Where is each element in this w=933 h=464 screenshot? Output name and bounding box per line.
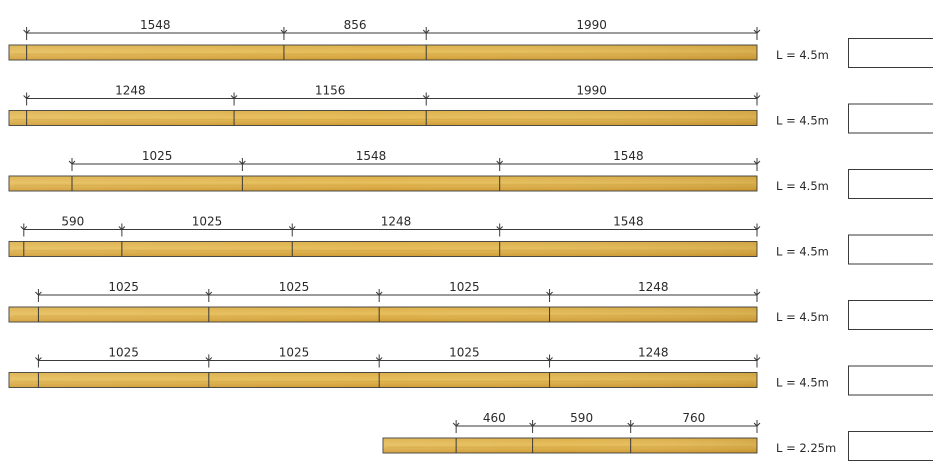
board-row: 1025 1548 1548 L = 4.5m xyxy=(8,149,933,199)
board-row: 590 1025 1248 1548 L = 4.5m xyxy=(8,215,933,265)
segment-length-label: 1248 xyxy=(638,346,669,360)
dimension-tick-arrow xyxy=(23,95,30,100)
segment-length-label: 1025 xyxy=(279,346,310,360)
dimension-tick-arrow xyxy=(288,226,296,231)
answer-box[interactable] xyxy=(848,38,933,68)
segment-length-label: 1025 xyxy=(279,280,310,294)
segment-length-label: 460 xyxy=(483,411,506,425)
segment-length-label: 1025 xyxy=(142,149,173,163)
dimension-tick-arrow xyxy=(753,357,761,362)
dimension-tick-arrow xyxy=(35,357,42,362)
dimension-tick-arrow xyxy=(422,29,430,34)
dimension-tick-arrow xyxy=(205,291,213,296)
wood-board-shade xyxy=(9,307,757,322)
wood-grain xyxy=(12,315,754,317)
answer-box[interactable] xyxy=(848,169,933,199)
segment-length-label: 590 xyxy=(570,411,593,425)
dimension-tick-arrow xyxy=(20,226,28,231)
dimension-tick-arrow xyxy=(35,291,42,296)
wood-grain xyxy=(12,249,754,252)
wood-board-shade xyxy=(9,110,757,126)
board-length-label: L = 2.25m xyxy=(776,441,836,455)
dimension-tick-arrow xyxy=(753,95,761,100)
wood-board-shade xyxy=(9,241,757,257)
dimension-tick-arrow xyxy=(546,291,553,296)
dimension-tick-arrow xyxy=(546,357,553,362)
dimension-tick-arrow xyxy=(627,422,635,427)
dimension-tick-arrow xyxy=(375,291,383,296)
segment-length-label: 1548 xyxy=(613,149,644,163)
answer-box[interactable] xyxy=(848,234,933,265)
board-row: 1548 856 1990 L = 4.5m xyxy=(8,18,933,68)
wood-board-shade xyxy=(9,176,757,191)
segment-length-label: 1025 xyxy=(449,346,480,360)
board-row: 1025 1025 1025 1248 L = 4.5m xyxy=(8,280,933,330)
dimension-tick-arrow xyxy=(375,357,383,362)
wood-grain xyxy=(12,380,754,383)
answer-box[interactable] xyxy=(848,431,933,461)
segment-length-label: 856 xyxy=(344,18,367,32)
dimension-tick-arrow xyxy=(230,95,238,100)
board-length-label: L = 4.5m xyxy=(776,179,829,193)
dimension-tick-arrow xyxy=(753,29,761,34)
dimension-tick-arrow xyxy=(753,422,761,427)
segment-length-label: 1248 xyxy=(381,215,412,229)
segment-length-label: 590 xyxy=(61,215,84,229)
segment-length-label: 1025 xyxy=(449,280,480,294)
segment-length-label: 1548 xyxy=(356,149,387,163)
segment-length-label: 760 xyxy=(682,411,705,425)
segment-length-label: 1025 xyxy=(108,346,139,360)
segment-length-label: 1248 xyxy=(638,280,669,294)
segment-length-label: 1990 xyxy=(576,18,607,32)
dimension-tick-arrow xyxy=(280,29,288,34)
dimension-tick-arrow xyxy=(496,226,504,231)
segment-length-label: 1025 xyxy=(108,280,139,294)
board-length-label: L = 4.5m xyxy=(776,114,829,128)
dimension-tick-arrow xyxy=(496,160,504,165)
dimension-tick-arrow xyxy=(529,422,536,427)
board-length-label: L = 4.5m xyxy=(776,245,829,259)
wood-grain xyxy=(386,446,754,448)
wood-board-shade xyxy=(383,438,757,453)
segment-length-label: 1548 xyxy=(613,215,644,229)
wood-grain xyxy=(12,118,754,121)
segment-length-label: 1156 xyxy=(315,84,346,98)
dimension-tick-arrow xyxy=(118,226,126,231)
board-length-label: L = 4.5m xyxy=(776,310,829,324)
dimension-tick-arrow xyxy=(753,291,761,296)
dimension-tick-arrow xyxy=(23,29,30,34)
board-length-label: L = 4.5m xyxy=(776,376,829,390)
segment-length-label: 1548 xyxy=(140,18,171,32)
dimension-tick-arrow xyxy=(68,160,76,165)
segment-length-label: 1990 xyxy=(576,84,607,98)
dimension-tick-arrow xyxy=(753,160,761,165)
answer-box[interactable] xyxy=(848,365,933,396)
board-row: 1248 1156 1990 L = 4.5m xyxy=(8,84,933,134)
wood-board-shade xyxy=(9,372,757,388)
dimension-tick-arrow xyxy=(422,95,430,100)
wood-board-shade xyxy=(9,45,757,60)
dimension-tick-arrow xyxy=(753,226,761,231)
board-row: 1025 1025 1025 1248 L = 4.5m xyxy=(8,346,933,396)
board-row: 460 590 760 L = 2.25m xyxy=(382,411,933,461)
answer-box[interactable] xyxy=(848,300,933,330)
segment-length-label: 1248 xyxy=(115,84,146,98)
dimension-tick-arrow xyxy=(452,422,460,427)
wood-grain xyxy=(12,184,754,186)
wood-grain xyxy=(12,53,754,55)
dimension-tick-arrow xyxy=(205,357,213,362)
segment-length-label: 1025 xyxy=(192,215,223,229)
dimension-tick-arrow xyxy=(239,160,246,165)
answer-box[interactable] xyxy=(848,103,933,134)
board-length-label: L = 4.5m xyxy=(776,48,829,62)
